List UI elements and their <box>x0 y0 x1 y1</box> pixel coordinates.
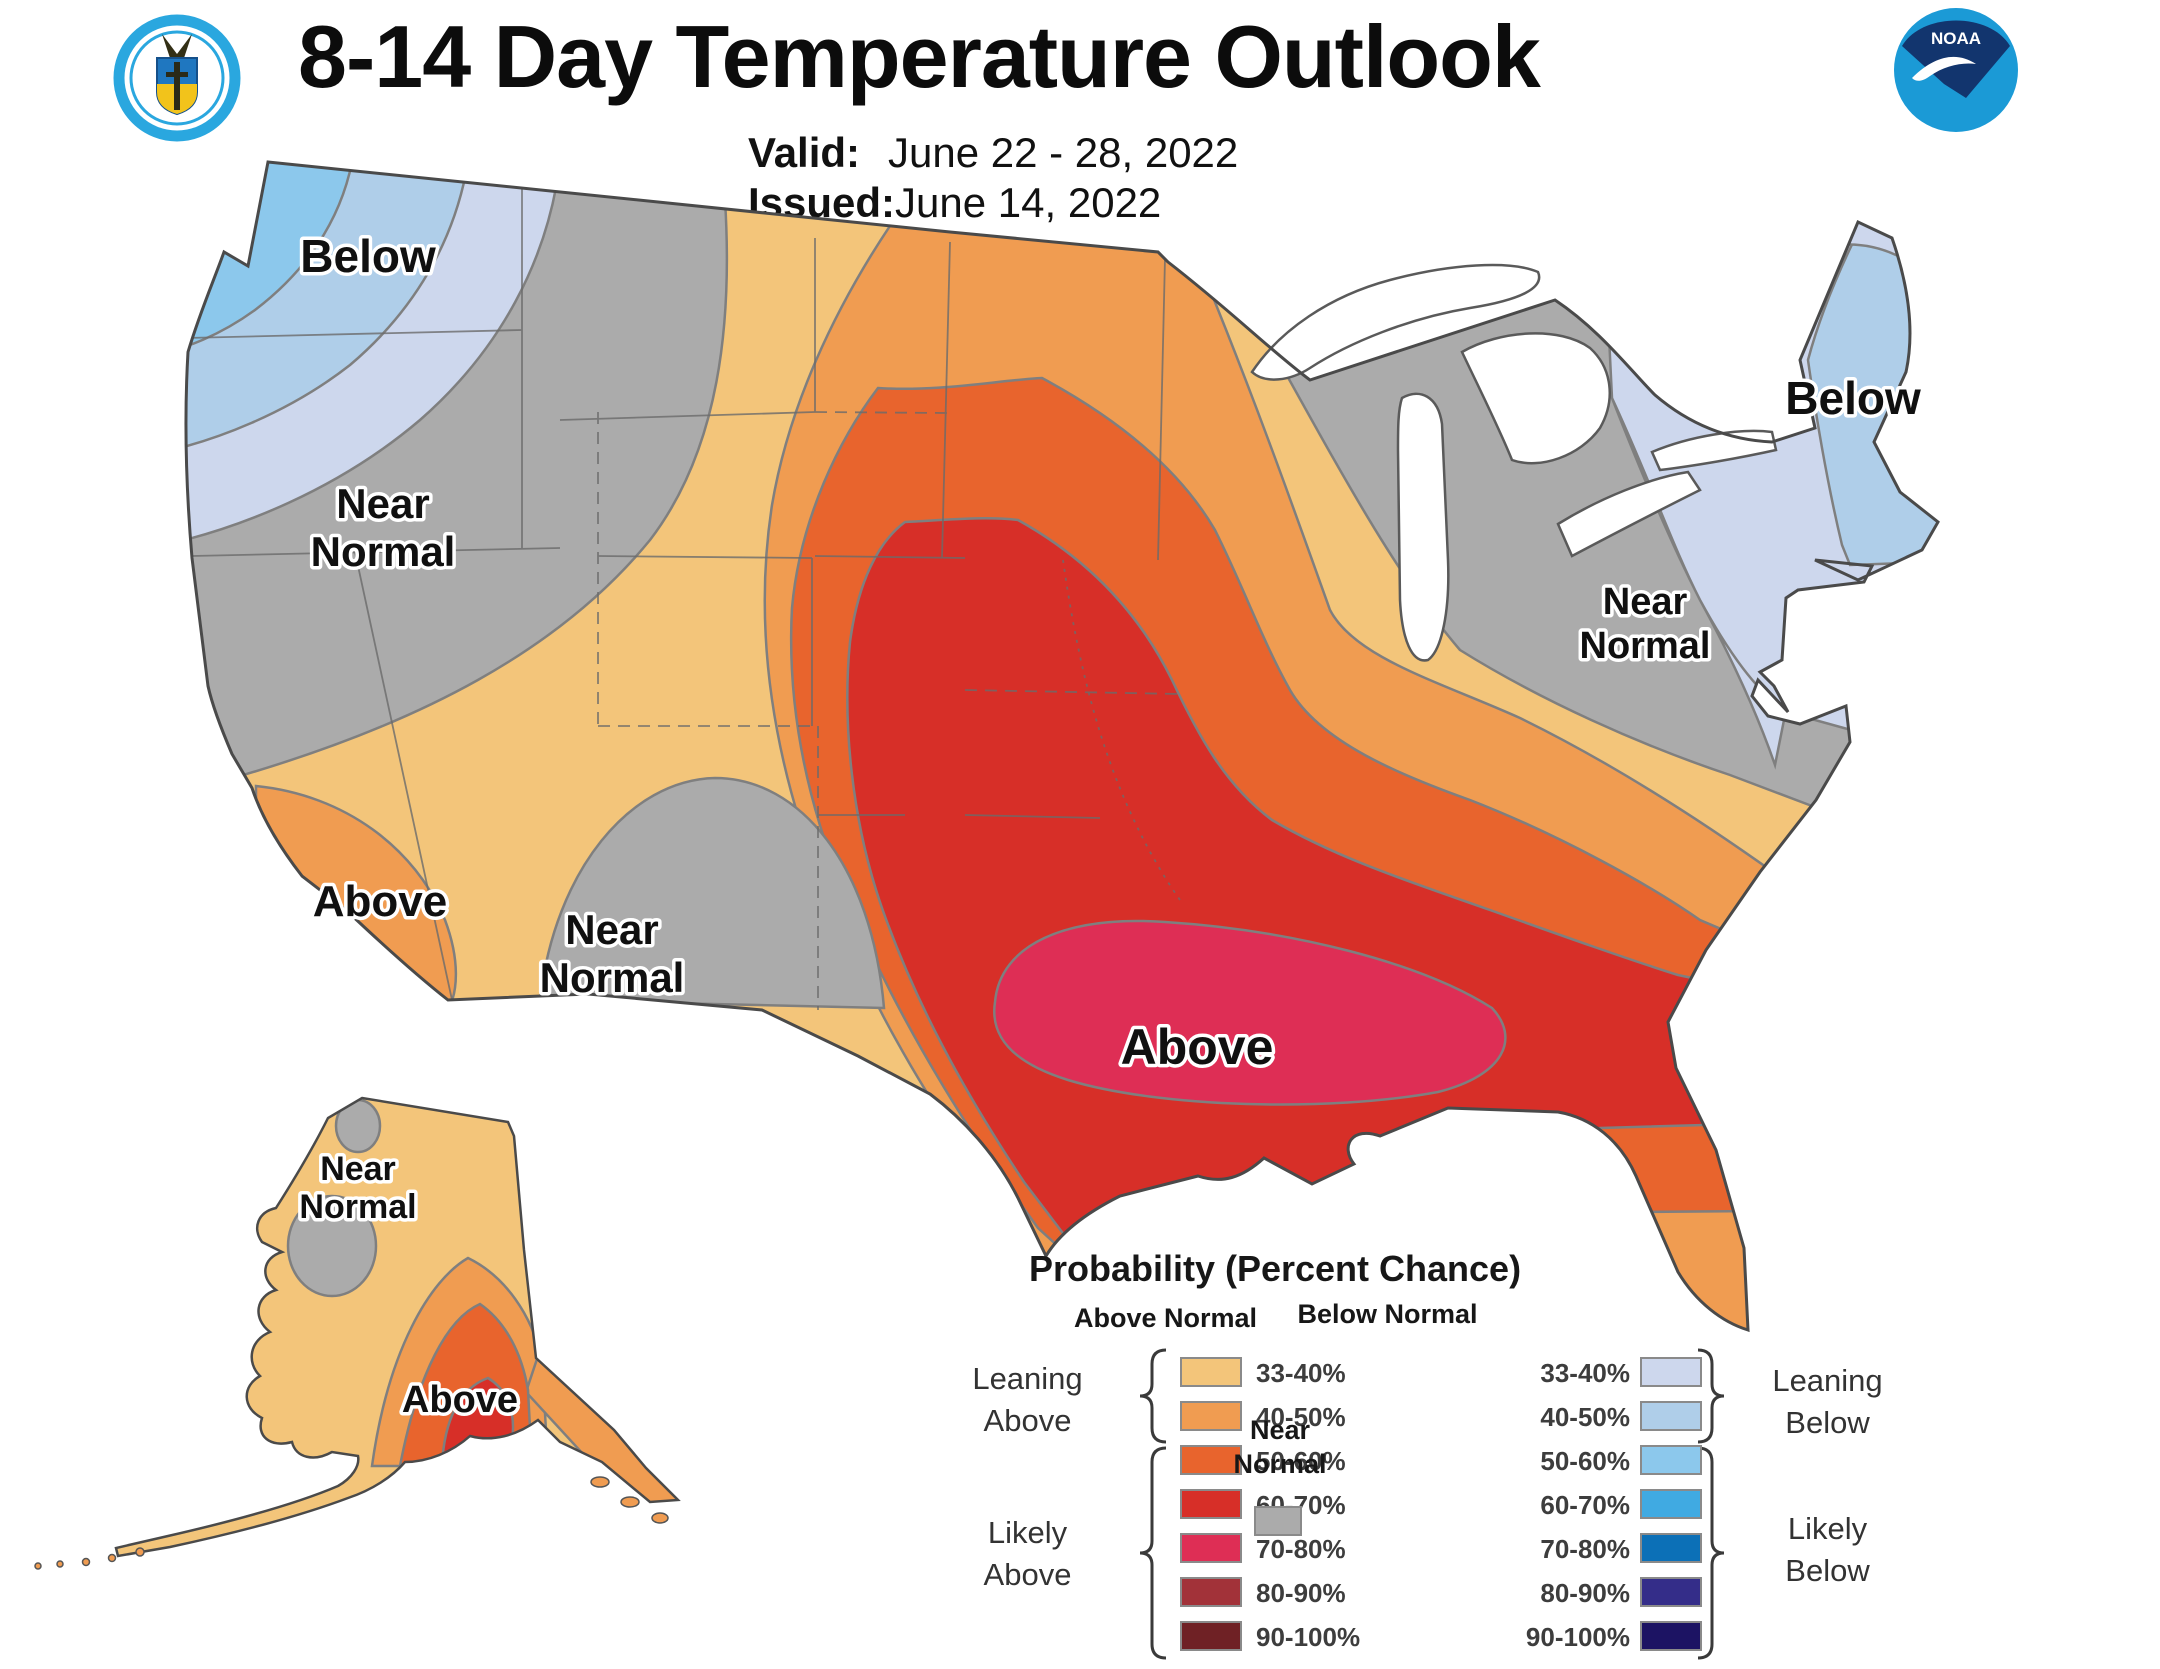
map-label-ne-below: Below <box>1785 372 1921 424</box>
legend-swatch-below-33-40 <box>1640 1357 1702 1387</box>
legend-likely-below-line2: Below <box>1785 1553 1870 1588</box>
alaska-band-group <box>116 1098 678 1556</box>
legend-swatch-above-50-60 <box>1180 1445 1242 1475</box>
band-near-normal-southwest <box>538 776 886 1010</box>
legend-below-normal-header: Below Normal <box>1297 1299 1478 1329</box>
seal-anchor-icon <box>166 62 188 110</box>
brace-likely-below <box>1697 1446 1725 1660</box>
legend-range-above-90-100: 90-100% <box>1256 1622 1361 1652</box>
noaa-seagull-icon <box>1912 56 1976 81</box>
legend-range-below-33-40: 33-40% <box>1540 1358 1630 1388</box>
legend-range-above-33-40: 33-40% <box>1256 1358 1346 1388</box>
brace-leaning-above <box>1139 1348 1167 1444</box>
legend-range-above-50-60: 50-60% <box>1256 1446 1346 1476</box>
legend-range-below-60-70: 60-70% <box>1540 1490 1630 1520</box>
legend-swatch-below-50-60 <box>1640 1445 1702 1475</box>
seal-eagle-icon <box>162 34 192 58</box>
valid-row: Valid: June 22 - 28, 2022 <box>748 128 1238 178</box>
legend-swatch-below-90-100 <box>1640 1621 1702 1651</box>
valid-label: Valid: <box>748 129 861 176</box>
band-near-normal-alaska-west <box>286 1194 378 1298</box>
legend-range-below-70-80: 70-80% <box>1540 1534 1630 1564</box>
issued-value: June 14, 2022 <box>895 179 1162 226</box>
legend-near-normal-line1: Near <box>1249 1415 1311 1445</box>
legend-leaning-below-line1: Leaning <box>1772 1363 1883 1398</box>
valid-value: June 22 - 28, 2022 <box>888 129 1239 176</box>
conus-outline <box>184 160 1940 1333</box>
brace-leaning-below <box>1697 1348 1725 1444</box>
legend-leaning-below-line2: Below <box>1785 1405 1870 1440</box>
great-lakes <box>1250 263 1778 662</box>
lake-superior <box>1250 263 1541 381</box>
legend-swatch-above-90-100 <box>1180 1621 1242 1651</box>
map-label-west-near-2: Normal <box>311 528 456 575</box>
brace-likely-above <box>1139 1446 1167 1660</box>
lake-huron <box>1460 332 1611 465</box>
page-title: 8-14 Day Temperature Outlook <box>298 7 1541 106</box>
legend-range-above-40-50: 40-50% <box>1256 1402 1346 1432</box>
legend-near-normal-line2: Normal <box>1233 1449 1327 1479</box>
map-label-ak-near-1: Near <box>320 1150 396 1188</box>
band-above-70-80-central <box>993 919 1507 1106</box>
map-label-ne-near-2: Normal <box>1580 625 1711 667</box>
legend-swatch-below-40-50 <box>1640 1401 1702 1431</box>
legend-braces <box>1139 1348 1725 1660</box>
map-label-ak-above: Above <box>402 1379 518 1421</box>
legend-range-below-40-50: 40-50% <box>1540 1402 1630 1432</box>
map-label-sw-near-2: Normal <box>540 954 685 1001</box>
map-label-west-near-1: Near <box>336 480 429 527</box>
band-above-60-70-central <box>846 517 1810 1284</box>
legend-leaning-above-line1: Leaning <box>972 1361 1083 1396</box>
lake-erie <box>1556 470 1702 558</box>
legend-range-below-90-100: 90-100% <box>1525 1622 1630 1652</box>
noaa-logo: NOAA <box>1894 8 2018 132</box>
legend-swatch-above-40-50 <box>1180 1401 1242 1431</box>
legend-swatch-below-80-90 <box>1640 1577 1702 1607</box>
legend-swatch-below-70-80 <box>1640 1533 1702 1563</box>
map-label-ca-above: Above <box>313 877 447 926</box>
legend-swatch-above-80-90 <box>1180 1577 1242 1607</box>
legend-above-normal-header: Above Normal <box>1073 1303 1258 1333</box>
commerce-seal-logo <box>113 14 241 142</box>
state-borders <box>185 165 1181 1010</box>
noaa-acronym-text: NOAA <box>1931 29 1981 48</box>
legend-swatch-above-33-40 <box>1180 1357 1242 1387</box>
legend-swatch-below-60-70 <box>1640 1489 1702 1519</box>
band-near-normal-alaska-north <box>334 1098 382 1154</box>
legend-leaning-above-line2: Above <box>983 1403 1072 1438</box>
alaska-outline <box>114 1096 681 1558</box>
map-label-ak-near-2: Normal <box>299 1188 416 1226</box>
map-label-ne-near-1: Near <box>1603 581 1688 623</box>
legend-title: Probability (Percent Chance) <box>1028 1248 1522 1289</box>
legend-range-below-50-60: 50-60% <box>1540 1446 1630 1476</box>
legend-range-below-80-90: 80-90% <box>1540 1578 1630 1608</box>
legend-swatch-above-70-80 <box>1180 1533 1242 1563</box>
map-label-central-above: Above <box>1121 1019 1274 1075</box>
map-label-sw-near-1: Near <box>565 906 658 953</box>
legend-likely-below-line1: Likely <box>1787 1511 1868 1546</box>
map-label-nw-below: Below <box>300 230 436 282</box>
legend-swatch-near-normal <box>1254 1506 1302 1536</box>
lake-michigan <box>1396 392 1450 662</box>
aleutian-islands <box>34 1476 669 1570</box>
legend-range-above-80-90: 80-90% <box>1256 1578 1346 1608</box>
legend-likely-above-line1: Likely <box>987 1515 1068 1550</box>
legend-swatch-above-60-70 <box>1180 1489 1242 1519</box>
legend-range-above-70-80: 70-80% <box>1256 1534 1346 1564</box>
band-above-33-40-alaska <box>116 1098 678 1556</box>
legend-likely-above-line2: Above <box>983 1557 1072 1592</box>
